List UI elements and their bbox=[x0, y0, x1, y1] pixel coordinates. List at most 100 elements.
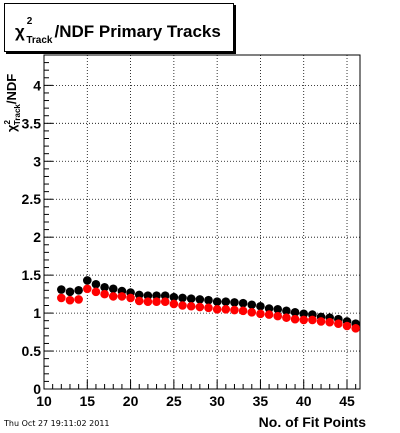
data-point-series-1 bbox=[195, 295, 205, 304]
data-point-series-2 bbox=[230, 305, 239, 315]
data-point-series-2 bbox=[325, 317, 334, 327]
data-point-series-2 bbox=[351, 323, 360, 333]
data-point-series-1 bbox=[143, 291, 153, 300]
x-tick-label: 30 bbox=[209, 393, 225, 409]
data-point-series-1 bbox=[57, 285, 66, 294]
data-point-series-1 bbox=[186, 294, 196, 303]
y-tick-label: 1.5 bbox=[22, 267, 42, 283]
data-point-series-2 bbox=[273, 311, 283, 321]
y-axis-label: χ2Track/NDF bbox=[3, 74, 22, 132]
data-point-series-2 bbox=[308, 315, 317, 325]
y-axis-label-text: /NDF bbox=[4, 74, 19, 104]
data-point-series-1 bbox=[247, 300, 257, 310]
data-point-series-1 bbox=[290, 308, 300, 317]
x-tick-label: 45 bbox=[339, 393, 355, 409]
y-tick-label: 1 bbox=[33, 305, 41, 321]
data-point-series-2 bbox=[160, 297, 170, 307]
x-axis-label: No. of Fit Points bbox=[259, 414, 367, 430]
data-point-series-2 bbox=[57, 293, 66, 303]
x-tick-label: 10 bbox=[36, 393, 52, 409]
axis-ticks bbox=[43, 62, 357, 390]
svg-text:χ2Track/NDF Primary Tracks: χ2 Track/NDF Primary Tracks bbox=[15, 16, 221, 46]
data-point-series-1 bbox=[108, 284, 118, 294]
data-point-series-2 bbox=[152, 297, 161, 307]
chart-title-box: χ2 Track/NDF Primary Tracks bbox=[4, 3, 234, 52]
data-point-series-2 bbox=[74, 295, 83, 304]
data-point-series-2 bbox=[238, 306, 248, 316]
grid-lines bbox=[44, 55, 360, 389]
title-superscript: 2 bbox=[27, 16, 33, 27]
data-point-series-2 bbox=[117, 292, 127, 301]
data-point-series-2 bbox=[204, 303, 213, 313]
y-axis-symbol: χ bbox=[4, 124, 19, 132]
data-point-series-1 bbox=[178, 293, 187, 303]
data-point-series-1 bbox=[238, 298, 248, 308]
data-point-series-1 bbox=[160, 291, 170, 300]
data-point-series-2 bbox=[221, 304, 231, 314]
data-point-series-2 bbox=[126, 293, 135, 303]
data-point-series-2 bbox=[108, 292, 118, 301]
svg-text:χ2Track/NDF: χ2Track/NDF bbox=[3, 74, 22, 132]
data-point-series-2 bbox=[169, 299, 179, 309]
y-tick-label: 0 bbox=[33, 381, 41, 397]
title-symbol: χ bbox=[15, 22, 25, 41]
data-point-series-2 bbox=[91, 287, 101, 297]
data-points bbox=[57, 276, 360, 333]
data-point-series-1 bbox=[204, 295, 213, 305]
data-point-series-1 bbox=[169, 292, 179, 302]
data-point-series-1 bbox=[100, 282, 109, 292]
data-point-series-2 bbox=[282, 313, 291, 322]
x-tick-label: 40 bbox=[296, 393, 312, 409]
data-point-series-1 bbox=[256, 301, 265, 311]
data-point-series-2 bbox=[290, 314, 300, 324]
data-point-series-1 bbox=[65, 287, 75, 297]
y-tick-label: 4 bbox=[33, 77, 41, 93]
y-tick-label: 3.5 bbox=[22, 115, 42, 131]
chart-title: χ2 Track/NDF Primary Tracks bbox=[15, 16, 221, 46]
y-axis-subscript: Track bbox=[13, 104, 22, 125]
data-point-series-1 bbox=[299, 309, 309, 319]
data-point-series-2 bbox=[143, 297, 153, 307]
data-point-series-2 bbox=[299, 315, 309, 325]
data-point-series-2 bbox=[134, 296, 144, 306]
data-point-series-2 bbox=[264, 310, 274, 319]
data-point-series-2 bbox=[316, 317, 326, 326]
title-text: /NDF Primary Tracks bbox=[55, 22, 221, 41]
data-point-series-1 bbox=[74, 286, 83, 295]
tick-labels: 10 15 20 25 30 35 40 45 0 0.5 1 1.5 2 2.5 3 3.5 4 bbox=[22, 77, 355, 409]
timestamp-footer: Thu Oct 27 19:11:02 2011 bbox=[4, 419, 110, 428]
x-tick-label: 20 bbox=[123, 393, 139, 409]
data-point-series-1 bbox=[273, 304, 283, 314]
data-point-series-2 bbox=[82, 284, 92, 294]
x-tick-label: 25 bbox=[166, 393, 182, 409]
plot-frame bbox=[43, 54, 361, 390]
y-axis-superscript: 2 bbox=[3, 120, 12, 125]
data-point-series-1 bbox=[221, 297, 231, 307]
x-tick-label: 15 bbox=[79, 393, 95, 409]
data-point-series-2 bbox=[334, 319, 343, 329]
data-point-series-2 bbox=[186, 301, 196, 311]
title-subscript: Track bbox=[26, 35, 53, 46]
data-point-series-2 bbox=[247, 308, 257, 317]
data-point-series-1 bbox=[152, 291, 161, 300]
data-point-series-1 bbox=[212, 297, 222, 307]
data-point-series-2 bbox=[212, 304, 222, 314]
data-point-series-1 bbox=[230, 298, 239, 307]
data-point-series-1 bbox=[264, 304, 274, 313]
data-point-series-2 bbox=[100, 289, 109, 299]
y-tick-label: 2.5 bbox=[22, 191, 42, 207]
x-tick-label: 35 bbox=[253, 393, 269, 409]
data-point-series-1 bbox=[282, 306, 291, 316]
y-tick-label: 0.5 bbox=[22, 343, 42, 359]
data-point-series-2 bbox=[178, 301, 187, 310]
y-tick-label: 2 bbox=[33, 229, 41, 245]
data-point-series-2 bbox=[342, 321, 352, 331]
data-point-series-2 bbox=[65, 295, 75, 305]
data-point-series-1 bbox=[91, 279, 101, 289]
data-point-series-1 bbox=[134, 290, 144, 300]
data-point-series-2 bbox=[195, 302, 205, 312]
data-point-series-1 bbox=[82, 276, 92, 285]
y-tick-label: 3 bbox=[33, 153, 41, 169]
data-point-series-2 bbox=[256, 309, 265, 319]
